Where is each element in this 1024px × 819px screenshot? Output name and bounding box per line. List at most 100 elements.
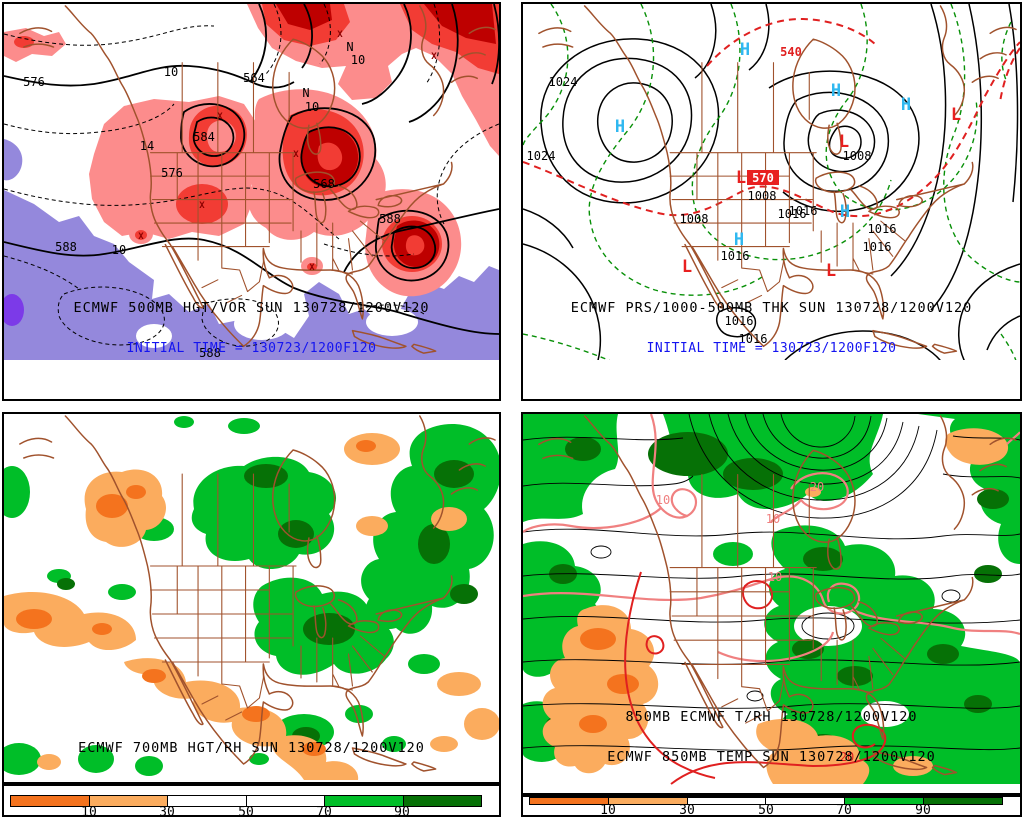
contour-label: 588	[379, 212, 401, 226]
colorbar-tick: 50	[758, 803, 774, 818]
high-symbol: H	[734, 230, 744, 250]
contour-label: 588	[55, 240, 77, 254]
colorbar-tick: 70	[836, 803, 852, 818]
caption-850mb-temp: ECMWF 850MB TEMP SUN 130728/1200V120	[607, 749, 936, 765]
map-500mb-hgt-vor: 576 10 564 N 10 N 10 584 14 568 576 10 5…	[4, 4, 499, 360]
thickness-contours-green	[523, 4, 1020, 360]
colorbar-segment	[168, 796, 247, 806]
high-symbol: H	[615, 117, 625, 137]
colorbar-segment	[687, 798, 767, 804]
colorbar-tick: 70	[316, 805, 332, 819]
isobar-label: 1008	[843, 149, 872, 163]
caption-500mb: ECMWF 500MB HGT/VOR SUN 130728/1200V120	[73, 300, 430, 316]
isotherm-label-pink: 10	[766, 512, 780, 526]
isobar-label: 1008	[748, 189, 777, 203]
colorbar-tick: 30	[159, 805, 175, 819]
panel-caption: 850MB ECMWF T/RH 130728/1200V120 ECMWF 8…	[523, 685, 1020, 790]
vorticity-max-markers: X X X X X X X	[138, 30, 437, 273]
contour-label: N	[346, 40, 353, 54]
contour-label: 10	[351, 53, 365, 67]
initial-time-thickness: INITIAL TIME = 130723/1200F120	[646, 341, 897, 356]
colorbar-segment	[246, 796, 325, 806]
isobar-labels: 1024 1024 1008 1008 1016 1016 1016 1016 …	[527, 75, 897, 346]
colorbar-segment	[11, 796, 90, 806]
map-prs-thickness: 1024 1024 1008 1008 1016 1016 1016 1016 …	[523, 4, 1020, 360]
vort-max-x: X	[199, 201, 205, 211]
isobar-label: 1016	[725, 314, 754, 328]
thickness-contours-red	[523, 17, 1020, 218]
isotherm-label-pink: 20	[810, 480, 824, 494]
pressure-center-symbols: H H H H H H L L L L L	[615, 40, 961, 281]
colorbar-segment	[608, 798, 688, 804]
isotherm-label-red: 20	[840, 750, 854, 764]
isobar-label: 1024	[549, 75, 578, 89]
caption-700mb: ECMWF 700MB HGT/RH SUN 130728/1200V120	[78, 740, 425, 756]
colorbar-segment	[530, 798, 609, 804]
vort-max-x: X	[217, 112, 223, 122]
isotherm-label-pink: 10	[768, 570, 782, 584]
colorbar-tick: 10	[600, 803, 616, 818]
isotherm-labels: 10 10 10 20 20	[656, 480, 854, 764]
colorbar-tick: 90	[394, 805, 410, 819]
map-850mb-temp-rh: 10 10 10 20 20	[523, 414, 1020, 785]
vort-max-x: X	[138, 232, 144, 242]
panel-850mb-temp-rh: 10 10 10 20 20 850MB ECMWF T/RH 130728/1…	[521, 412, 1022, 795]
contour-label: N	[302, 86, 309, 100]
panel-700mb-rh: ECMWF 700MB HGT/RH SUN 130728/1200V120	[2, 412, 501, 784]
panel-caption: ECMWF 500MB HGT/VOR SUN 130728/1200V120 …	[4, 276, 499, 381]
isobar-label: 1008	[680, 212, 709, 226]
map-700mb-rh	[4, 415, 499, 780]
isobar-label: 1016	[778, 207, 807, 221]
isotherm-contours-pink	[523, 414, 1020, 663]
vort-max-x: X	[293, 150, 299, 160]
isobar-label: 1016	[863, 240, 892, 254]
colorbar-tick: 10	[81, 805, 97, 819]
low-symbol: L	[951, 105, 961, 125]
contour-label: 576	[23, 75, 45, 89]
high-symbol: H	[740, 40, 750, 60]
colorbar-tick: 90	[915, 803, 931, 818]
panel-caption: ECMWF PRS/1000-500MB THK SUN 130728/1200…	[523, 276, 1020, 381]
contour-label: 584	[193, 130, 215, 144]
colorbar-segment	[766, 798, 846, 804]
contour-label: 14	[140, 139, 154, 153]
panel-500mb-hgt-vor: 576 10 564 N 10 N 10 584 14 568 576 10 5…	[2, 2, 501, 401]
isobar-label: 1024	[527, 149, 556, 163]
vort-max-x: X	[309, 263, 315, 273]
thickness-label-540: 540	[780, 45, 802, 59]
panel-caption: ECMWF 700MB HGT/RH SUN 130728/1200V120	[4, 716, 499, 781]
high-symbol: H	[831, 81, 841, 101]
colorbar-tick: 30	[679, 803, 695, 818]
vort-max-x: X	[337, 30, 343, 40]
caption-thickness: ECMWF PRS/1000-500MB THK SUN 130728/1200…	[570, 300, 973, 316]
colorbar-tick: 50	[238, 805, 254, 819]
colorbar-strip-left: 10 30 50 70 90	[2, 784, 501, 819]
initial-time-500mb: INITIAL TIME = 130723/1200F120	[126, 341, 377, 356]
colorbar-tick-segment	[924, 798, 1002, 804]
contour-labels: 576 10 564 N 10 N 10 584 14 568 576 10 5…	[23, 40, 401, 360]
colorbar-strip-right: 10 30 50 70 90	[521, 795, 1022, 818]
contour-label: 568	[313, 177, 335, 191]
rh-colorbar-right	[529, 797, 1003, 805]
contour-label: 564	[243, 71, 265, 85]
contour-label: 588	[199, 346, 221, 360]
isobar-label: 1016	[868, 222, 897, 236]
contour-label: 10	[305, 100, 319, 114]
rh-colorbar-left	[10, 795, 482, 807]
caption-850mb-trh: 850MB ECMWF T/RH 130728/1200V120	[625, 709, 918, 725]
contour-label: 576	[161, 166, 183, 180]
colorbar-segment	[325, 796, 404, 806]
panel-prs-thickness: 1024 1024 1008 1008 1016 1016 1016 1016 …	[521, 2, 1022, 401]
isotherm-label-pink: 10	[656, 493, 670, 507]
high-symbol: H	[901, 95, 911, 115]
colorbar-segment	[845, 798, 925, 804]
contour-label: 10	[112, 243, 126, 257]
low-symbol: L	[682, 257, 692, 277]
low-symbol: L	[736, 168, 746, 188]
isobar-label: 1016	[789, 204, 818, 218]
high-symbol: H	[840, 202, 850, 222]
isobar-label: 1016	[721, 249, 750, 263]
vort-max-x: X	[431, 52, 437, 62]
isobar-contours	[523, 4, 1020, 360]
